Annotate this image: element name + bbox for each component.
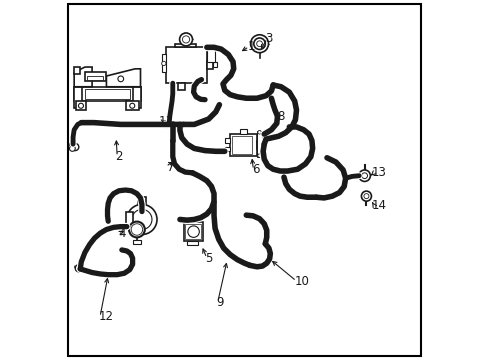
Circle shape: [131, 224, 142, 235]
Circle shape: [361, 191, 371, 201]
Polygon shape: [165, 47, 206, 83]
Polygon shape: [85, 72, 106, 81]
Text: 3: 3: [265, 32, 272, 45]
Polygon shape: [76, 101, 86, 110]
Bar: [224, 138, 230, 143]
Circle shape: [257, 131, 261, 134]
Polygon shape: [162, 54, 165, 72]
Polygon shape: [206, 49, 214, 62]
Circle shape: [358, 170, 369, 181]
Polygon shape: [74, 67, 80, 74]
Text: 6: 6: [251, 163, 259, 176]
Circle shape: [72, 143, 79, 150]
Bar: [213, 62, 217, 67]
Polygon shape: [231, 136, 251, 154]
Text: 10: 10: [294, 275, 309, 288]
Circle shape: [126, 204, 157, 234]
Bar: [240, 129, 247, 134]
Polygon shape: [230, 134, 257, 156]
Text: 14: 14: [371, 199, 386, 212]
Circle shape: [182, 36, 189, 43]
Circle shape: [118, 76, 123, 82]
Text: 1: 1: [247, 40, 254, 53]
Circle shape: [250, 35, 268, 53]
Bar: [163, 121, 169, 127]
Text: 13: 13: [371, 166, 386, 179]
Circle shape: [69, 145, 75, 151]
Circle shape: [361, 173, 367, 179]
Bar: [137, 197, 145, 204]
Polygon shape: [74, 87, 140, 101]
Bar: [133, 240, 140, 244]
Circle shape: [75, 265, 82, 272]
Bar: [224, 147, 230, 151]
Bar: [206, 61, 213, 69]
Circle shape: [132, 210, 152, 229]
Circle shape: [253, 38, 265, 49]
Text: 4: 4: [118, 226, 125, 239]
Text: 12: 12: [98, 310, 113, 324]
Circle shape: [162, 61, 165, 66]
Polygon shape: [126, 212, 133, 226]
Text: 9: 9: [215, 296, 223, 309]
Text: 5: 5: [204, 252, 212, 265]
Text: 2: 2: [115, 150, 122, 163]
Polygon shape: [185, 224, 201, 239]
Polygon shape: [74, 67, 92, 87]
Bar: [178, 83, 185, 90]
Circle shape: [257, 154, 261, 157]
Circle shape: [179, 33, 192, 46]
Polygon shape: [257, 131, 262, 157]
Polygon shape: [132, 87, 140, 108]
Circle shape: [256, 41, 262, 46]
Text: 11: 11: [159, 116, 174, 129]
Polygon shape: [183, 222, 203, 241]
Circle shape: [129, 222, 144, 237]
Polygon shape: [74, 87, 82, 108]
Polygon shape: [126, 101, 139, 110]
Text: 7: 7: [167, 161, 175, 174]
Bar: [174, 44, 196, 47]
Polygon shape: [85, 89, 129, 99]
Circle shape: [78, 103, 83, 108]
Polygon shape: [257, 140, 264, 149]
Text: 8: 8: [276, 110, 284, 123]
Circle shape: [129, 103, 135, 108]
Bar: [86, 76, 102, 80]
Circle shape: [363, 194, 368, 199]
Bar: [187, 241, 198, 245]
Polygon shape: [106, 69, 140, 87]
